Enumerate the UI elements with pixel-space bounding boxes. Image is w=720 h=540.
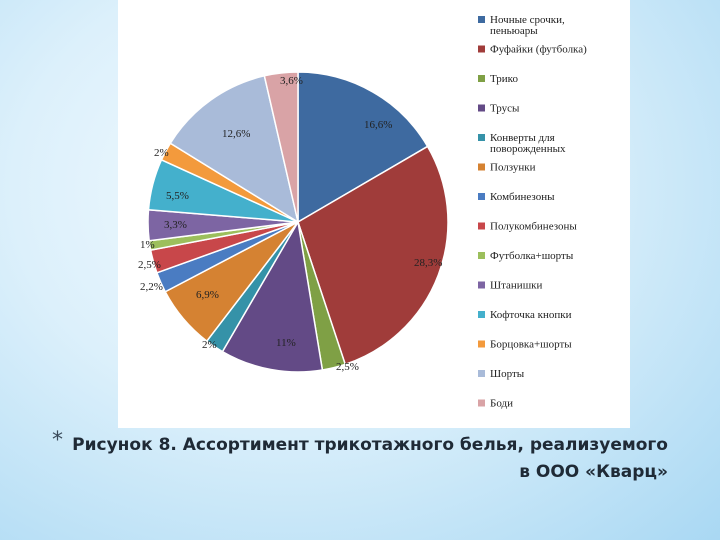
legend-entry: Ночные срочки, пеньюары bbox=[490, 14, 565, 37]
figure-caption: Рисунок 8. Ассортимент трикотажного бель… bbox=[72, 435, 668, 482]
pie-slice bbox=[297, 145, 449, 366]
slice-label: 2,5% bbox=[336, 361, 359, 373]
pie-slice bbox=[169, 74, 300, 224]
slice-label: 3,3% bbox=[164, 219, 187, 231]
legend-entry: Фуфайки (футболка) bbox=[490, 44, 587, 56]
legend-swatch bbox=[478, 75, 485, 82]
pie-slice bbox=[263, 71, 299, 223]
slice-label: 2% bbox=[202, 339, 217, 351]
chart-panel: 16,6% 28,3% 2,5% 11% 2% 6,9% 2,2% 2,5% 1% 3,3% 5,5… bbox=[118, 0, 630, 428]
pie-chart: 16,6% 28,3% 2,5% 11% 2% 6,9% 2,2% 2,5% 1% 3,3% 5,5… bbox=[138, 14, 587, 410]
slice-label: 6,9% bbox=[196, 289, 219, 301]
caption-bullet: * bbox=[52, 428, 63, 453]
legend-entry: Футболка+шорты bbox=[490, 250, 574, 262]
slice-label: 2,2% bbox=[140, 281, 163, 293]
legend-swatch bbox=[478, 340, 485, 348]
legend-swatch bbox=[478, 45, 485, 53]
legend-entry: Комбинезоны bbox=[490, 191, 555, 203]
legend-swatch bbox=[478, 16, 485, 23]
slice-label: 28,3% bbox=[414, 257, 442, 269]
slice-label: 2% bbox=[154, 147, 169, 159]
legend-swatch bbox=[478, 281, 485, 289]
slice-label: 12,6% bbox=[222, 128, 250, 140]
legend-entry: Полукомбинезоны bbox=[490, 221, 577, 233]
legend-swatch bbox=[478, 104, 485, 112]
slice-label: 11% bbox=[276, 337, 296, 349]
pie-slice bbox=[297, 71, 429, 224]
legend-entry: Боди bbox=[490, 398, 513, 410]
legend-swatch bbox=[478, 222, 485, 230]
legend-entry: Кофточка кнопки bbox=[490, 309, 572, 321]
pie-slices bbox=[147, 71, 449, 373]
legend-entry: Трусы bbox=[490, 103, 520, 115]
legend-swatch bbox=[478, 370, 485, 377]
slice-label: 16,6% bbox=[364, 119, 392, 131]
slice-label: 3,6% bbox=[280, 75, 303, 87]
slice-label: 5,5% bbox=[166, 190, 189, 202]
legend-entry: Шорты bbox=[490, 368, 525, 380]
legend-swatch bbox=[478, 134, 485, 141]
slice-label: 2,5% bbox=[138, 259, 161, 271]
legend-entry: Трико bbox=[490, 73, 518, 85]
legend-entry: Ползунки bbox=[490, 162, 536, 174]
legend-swatch bbox=[478, 163, 485, 171]
legend-swatch bbox=[478, 252, 485, 259]
legend-swatch bbox=[478, 399, 485, 407]
pie-slice bbox=[221, 219, 324, 373]
legend: Ночные срочки, пеньюары Фуфайки (футболка)… bbox=[478, 14, 587, 410]
legend-entry: Борцовка+шорты bbox=[490, 339, 572, 351]
legend-swatch bbox=[478, 311, 485, 318]
legend-entry: Конверты для поворожденных bbox=[490, 132, 566, 155]
legend-entry: Штанишки bbox=[490, 280, 543, 292]
slice-label: 1% bbox=[140, 239, 155, 251]
slice-labels: 16,6% 28,3% 2,5% 11% 2% 6,9% 2,2% 2,5% 1% 3,3% 5,5… bbox=[138, 75, 442, 373]
legend-swatch bbox=[478, 193, 485, 200]
